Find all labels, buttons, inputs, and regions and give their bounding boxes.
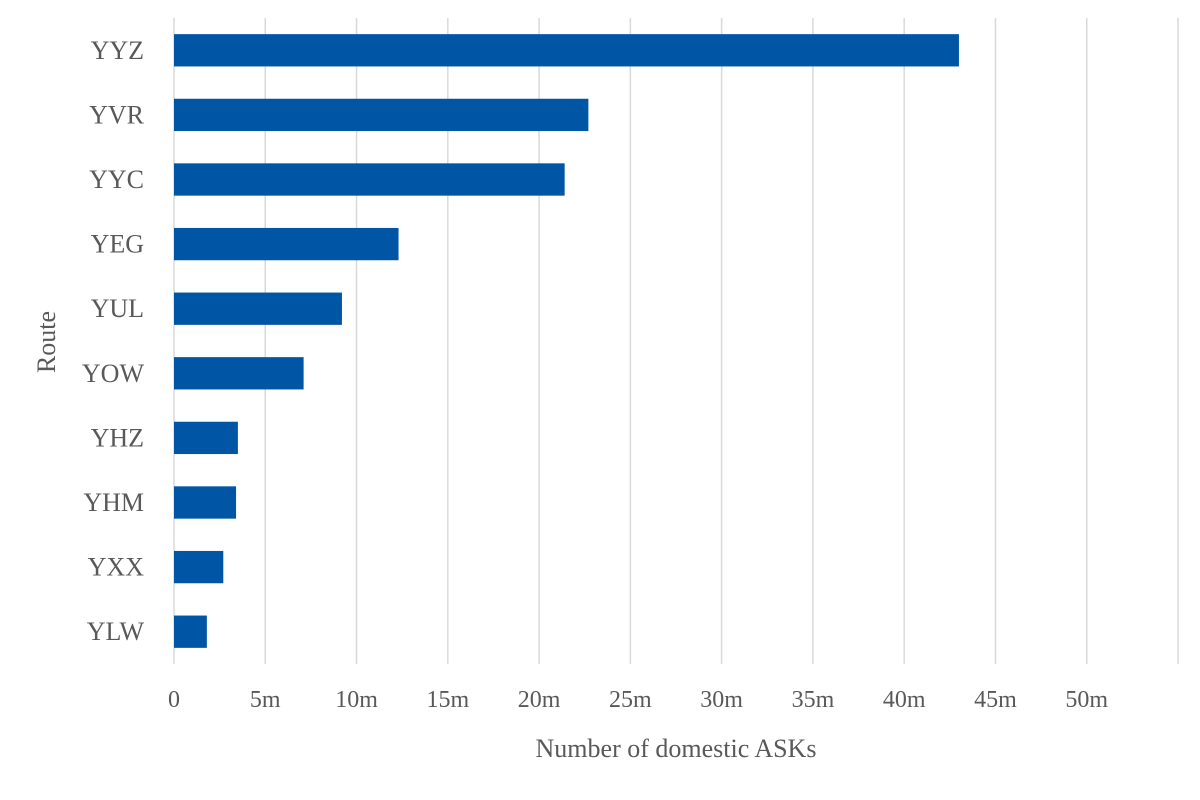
category-label: YYZ xyxy=(91,36,144,65)
category-label: YYC xyxy=(89,165,144,194)
x-tick-label: 0 xyxy=(168,687,180,713)
category-label: YOW xyxy=(82,359,145,388)
x-tick-label: 25m xyxy=(609,687,652,713)
x-tick-label: 40m xyxy=(883,687,926,713)
category-label: YHZ xyxy=(91,423,144,452)
bar xyxy=(174,421,238,455)
bar xyxy=(174,34,959,67)
category-label: YVR xyxy=(89,100,145,129)
x-tick-label: 10m xyxy=(335,687,378,713)
category-label: YUL xyxy=(91,294,144,323)
category-labels: YYZ YVR YYC YEG YUL YOW YHZ YHM YXX YLW xyxy=(82,36,145,646)
bar xyxy=(174,486,237,519)
x-tick-labels: 0 5m 10m 15m 20m 25m 30m 35m 40m 45m 50m xyxy=(168,687,1108,713)
bar xyxy=(174,163,565,196)
bar xyxy=(174,227,399,261)
y-axis-title: Route xyxy=(32,311,61,373)
bar xyxy=(174,292,342,325)
category-label: YLW xyxy=(87,617,145,646)
bar xyxy=(174,357,304,390)
x-tick-label: 30m xyxy=(700,687,743,713)
x-tick-label: 45m xyxy=(974,687,1017,713)
category-label: YHM xyxy=(83,488,144,517)
x-tick-label: 50m xyxy=(1065,687,1108,713)
category-label: YEG xyxy=(91,230,144,259)
bar xyxy=(174,98,589,132)
bar xyxy=(174,615,207,648)
x-axis-title: Number of domestic ASKs xyxy=(536,734,817,763)
bar xyxy=(174,550,224,584)
x-tick-label: 15m xyxy=(426,687,469,713)
x-tick-label: 35m xyxy=(792,687,835,713)
x-tick-label: 5m xyxy=(250,687,281,713)
category-label: YXX xyxy=(88,553,145,582)
bars xyxy=(174,34,959,648)
x-tick-label: 20m xyxy=(518,687,561,713)
